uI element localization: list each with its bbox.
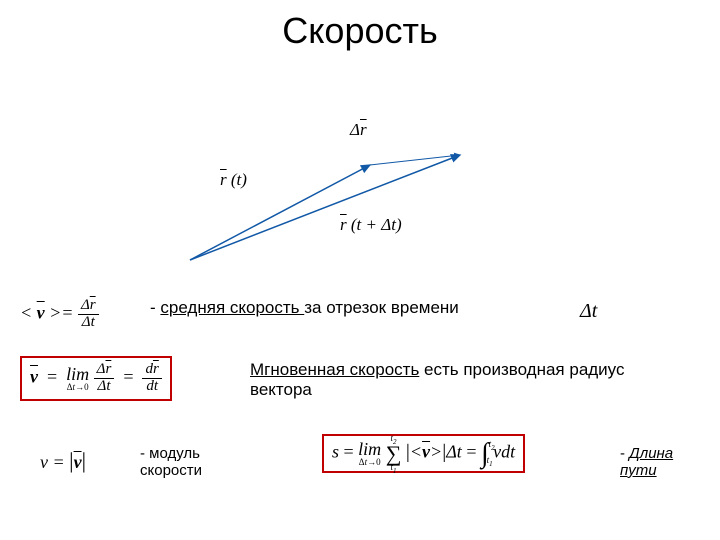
avg-velocity-suffix: за отрезок времени (304, 298, 459, 317)
avg-velocity-underlined: средняя скорость (160, 298, 304, 317)
inst-velocity-text: Мгновенная скорость есть производная рад… (250, 360, 630, 400)
text-dash: - (150, 298, 160, 317)
path-length-box: s = lim Δt→0 t2 ∑ t1 |<v>|Δt = t2 ∫ t1 v… (322, 434, 525, 473)
path-length-text: - Длина пути (620, 445, 700, 479)
magnitude-text: - модуль скорости (140, 445, 230, 479)
vector-svg (180, 110, 480, 270)
avg-velocity-formula: < v >= Δr Δt (20, 298, 99, 331)
label-delta-r: Δr (350, 120, 367, 140)
vector-diagram: Δr r (t) r (t + Δt) (180, 110, 480, 270)
inst-velocity-box: v = lim Δt→0 Δr Δt = dr dt (20, 356, 172, 401)
label-r-t: r (t) (220, 170, 247, 190)
magnitude-formula: v = |v| (40, 448, 86, 474)
delta-t-label: Δt (580, 300, 597, 323)
inst-velocity-underlined: Мгновенная скорость (250, 360, 419, 379)
page-title: Скорость (0, 10, 720, 52)
label-r-t-dt: r (t + Δt) (340, 215, 402, 235)
avg-velocity-text: - средняя скорость за отрезок времени (150, 298, 470, 318)
